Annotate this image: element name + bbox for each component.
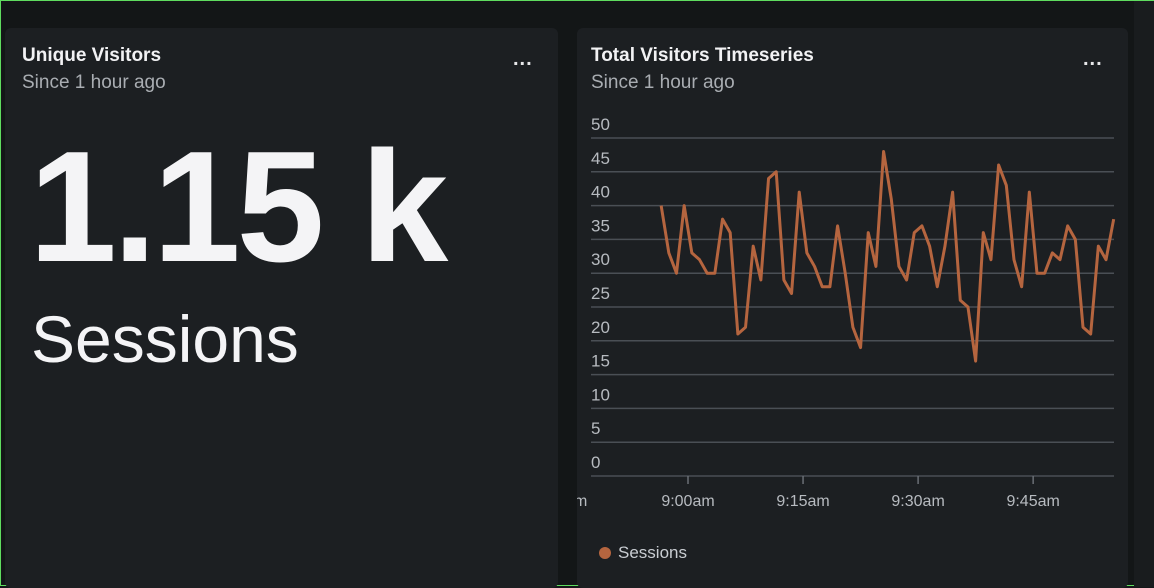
widget-subtitle: Since 1 hour ago: [591, 72, 735, 93]
scroll-edge: [1134, 1, 1154, 587]
x-tick-label: 9:15am: [776, 493, 829, 510]
y-tick-label: 20: [591, 318, 610, 337]
x-tick-label: m: [577, 493, 587, 510]
legend-label: Sessions: [618, 543, 687, 562]
y-tick-label: 35: [591, 216, 610, 235]
legend-dot: [599, 547, 611, 559]
more-options-icon[interactable]: ...: [1083, 48, 1103, 70]
y-tick-label: 0: [591, 453, 600, 472]
y-tick-label: 15: [591, 352, 610, 371]
metric-unit: Sessions: [31, 302, 299, 376]
widget-title: Total Visitors Timeseries: [591, 45, 814, 66]
y-tick-label: 10: [591, 385, 610, 404]
x-tick-label: 9:30am: [891, 493, 944, 510]
y-tick-label: 25: [591, 284, 610, 303]
metric-value: 1.15 k: [29, 119, 448, 295]
x-tick-label: 9:45am: [1006, 493, 1059, 510]
more-options-icon[interactable]: ...: [513, 48, 533, 70]
unique-visitors-widget: Unique Visitors Since 1 hour ago ... 1.1…: [5, 28, 558, 588]
widget-subtitle: Since 1 hour ago: [22, 72, 166, 93]
y-tick-label: 50: [591, 115, 610, 134]
widget-title: Unique Visitors: [22, 45, 162, 66]
y-tick-label: 45: [591, 149, 610, 168]
y-tick-label: 5: [591, 419, 600, 438]
y-tick-label: 40: [591, 183, 610, 202]
y-tick-label: 30: [591, 250, 610, 269]
timeseries-widget: Total Visitors Timeseries Since 1 hour a…: [577, 28, 1128, 588]
series-line-sessions: [659, 150, 1116, 363]
line-chart: 0 5 10 15 20 25 30 35 40 45 50 m 9:00am 9:15am 9:30am 9…: [577, 115, 1116, 510]
legend-item-sessions[interactable]: Sessions: [599, 543, 687, 563]
x-tick-label: 9:00am: [661, 493, 714, 510]
